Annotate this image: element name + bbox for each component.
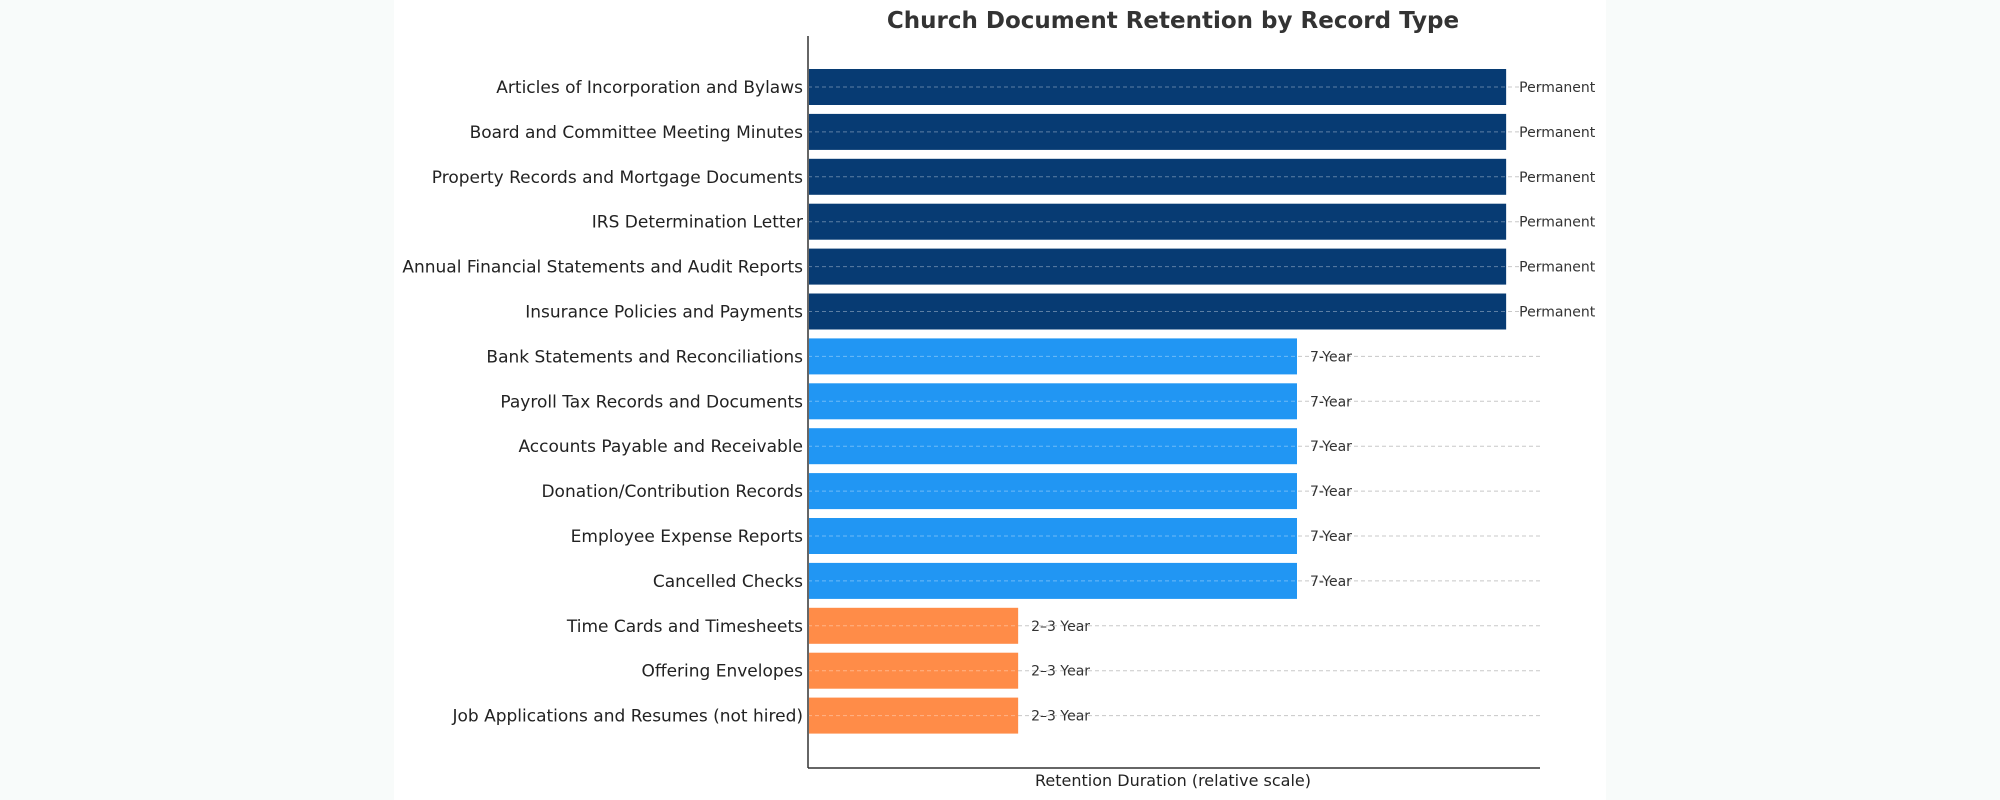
bar (809, 518, 1297, 554)
chart-title: Church Document Retention by Record Type (887, 8, 1459, 34)
bar (809, 473, 1297, 510)
category-label: Time Cards and Timesheets (566, 617, 803, 637)
bar (809, 697, 1019, 734)
bars (808, 69, 1507, 734)
bar (809, 69, 1507, 105)
category-labels: Articles of Incorporation and Bylaws Boar… (402, 78, 803, 727)
bar (809, 607, 1019, 644)
category-label: Donation/Contribution Records (541, 482, 803, 502)
bar (809, 652, 1019, 689)
value-label: 7-Year (1310, 394, 1352, 410)
category-label: IRS Determination Letter (592, 213, 803, 233)
value-label: Permanent (1519, 80, 1596, 96)
bar (809, 248, 1507, 285)
value-label: Permanent (1519, 125, 1596, 141)
value-label: 2–3 Year (1031, 709, 1090, 725)
category-label: Articles of Incorporation and Bylaws (496, 78, 803, 98)
bar (809, 428, 1297, 465)
category-label: Employee Expense Reports (571, 527, 803, 547)
category-label: Cancelled Checks (653, 572, 803, 592)
value-label: 7-Year (1310, 484, 1352, 500)
value-label: 2–3 Year (1031, 619, 1090, 635)
bar (809, 158, 1507, 195)
category-label: Board and Committee Meeting Minutes (470, 123, 804, 143)
value-label: Permanent (1519, 260, 1596, 276)
value-label: 7-Year (1310, 439, 1352, 455)
bar (809, 203, 1507, 240)
value-label: 2–3 Year (1031, 664, 1090, 680)
bar (809, 338, 1297, 375)
value-label: 7-Year (1310, 574, 1352, 590)
value-label: Permanent (1519, 170, 1596, 186)
bar (809, 562, 1297, 599)
category-label: Accounts Payable and Receivable (518, 437, 803, 457)
category-label: Payroll Tax Records and Documents (500, 392, 803, 412)
category-label: Offering Envelopes (642, 662, 804, 682)
category-label: Bank Statements and Reconciliations (486, 347, 803, 367)
value-label: 7-Year (1310, 349, 1352, 365)
category-label: Annual Financial Statements and Audit Re… (402, 258, 803, 278)
value-labels: Permanent Permanent Permanent Permanent Perm… (1031, 80, 1596, 725)
bar (809, 113, 1507, 150)
category-label: Job Applications and Resumes (not hired) (451, 707, 803, 727)
value-label: Permanent (1519, 305, 1596, 321)
x-axis-label: Retention Duration (relative scale) (1035, 771, 1311, 790)
category-label: Property Records and Mortgage Documents (432, 168, 803, 188)
bar (809, 383, 1297, 420)
category-label: Insurance Policies and Payments (525, 303, 803, 323)
bar (809, 293, 1507, 330)
value-label: Permanent (1519, 215, 1596, 231)
value-label: 7-Year (1310, 529, 1352, 545)
